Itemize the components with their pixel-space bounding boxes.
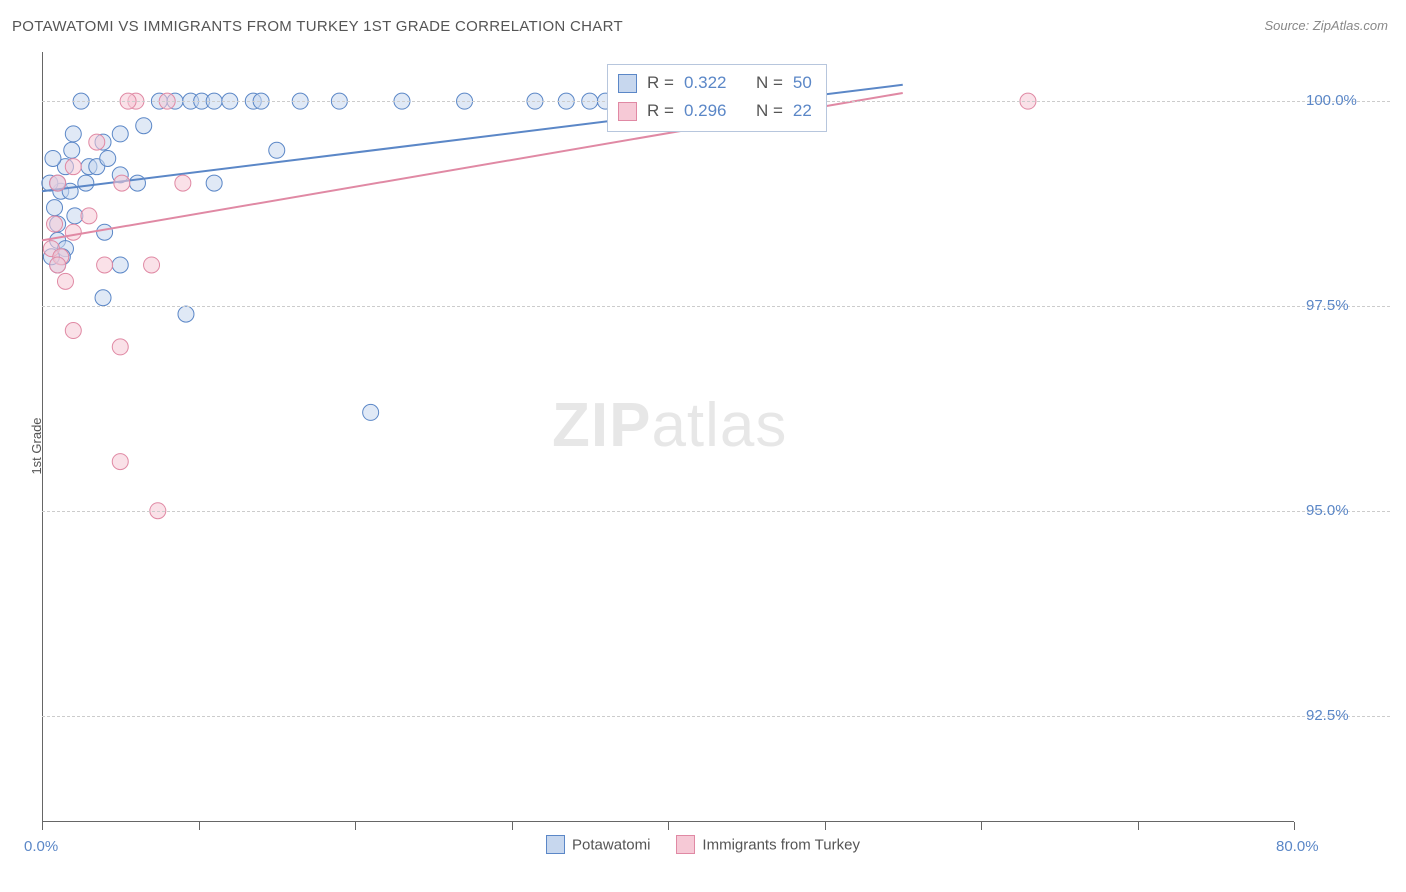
data-point [112, 339, 128, 355]
legend-item-potawatomi: Potawatomi [546, 836, 650, 855]
legend-label-potawatomi: Potawatomi [572, 836, 650, 853]
data-point [129, 175, 145, 191]
y-tick-label: 92.5% [1306, 707, 1349, 724]
y-tick-label: 97.5% [1306, 297, 1349, 314]
correlation-stats-box: R = 0.322 N = 50R = 0.296 N = 22 [607, 64, 827, 132]
chart-container: POTAWATOMI VS IMMIGRANTS FROM TURKEY 1ST… [0, 0, 1406, 892]
legend-item-turkey: Immigrants from Turkey [676, 836, 860, 855]
data-point [100, 150, 116, 166]
legend-label-turkey: Immigrants from Turkey [702, 836, 860, 853]
data-point [178, 306, 194, 322]
data-point [97, 257, 113, 273]
data-point [65, 224, 81, 240]
y-tick-label: 95.0% [1306, 502, 1349, 519]
stat-r-value: 0.322 [684, 69, 727, 97]
watermark: ZIPatlas [552, 390, 787, 461]
stat-n-value: 50 [793, 69, 812, 97]
stat-n-label: N = [756, 69, 783, 97]
data-point [97, 224, 113, 240]
data-point [89, 134, 105, 150]
data-point [64, 142, 80, 158]
stat-swatch [618, 102, 637, 121]
source-prefix: Source: [1264, 18, 1312, 33]
data-point [47, 216, 63, 232]
data-point [45, 150, 61, 166]
legend: Potawatomi Immigrants from Turkey [0, 836, 1406, 855]
source-link[interactable]: ZipAtlas.com [1313, 18, 1388, 33]
data-point [65, 159, 81, 175]
data-point [95, 290, 111, 306]
data-point [112, 257, 128, 273]
stat-r-value: 0.296 [684, 97, 727, 125]
data-point [269, 142, 285, 158]
stat-n-value: 22 [793, 97, 812, 125]
stat-r-label: R = [647, 69, 674, 97]
data-point [78, 175, 94, 191]
source-attribution: Source: ZipAtlas.com [1264, 18, 1388, 33]
data-point [81, 208, 97, 224]
data-point [363, 404, 379, 420]
watermark-light: atlas [651, 391, 787, 460]
stat-row: R = 0.322 N = 50 [618, 69, 812, 97]
data-point [175, 175, 191, 191]
y-tick-label: 100.0% [1306, 92, 1357, 109]
legend-swatch-potawatomi [546, 835, 565, 854]
data-point [206, 175, 222, 191]
watermark-bold: ZIP [552, 391, 651, 460]
data-point [65, 323, 81, 339]
data-point [57, 273, 73, 289]
data-point [144, 257, 160, 273]
legend-swatch-turkey [676, 835, 695, 854]
stat-row: R = 0.296 N = 22 [618, 97, 812, 125]
data-point [50, 257, 66, 273]
data-point [50, 175, 66, 191]
stat-r-label: R = [647, 97, 674, 125]
chart-title: POTAWATOMI VS IMMIGRANTS FROM TURKEY 1ST… [12, 18, 623, 35]
data-point [47, 200, 63, 216]
data-point [112, 454, 128, 470]
data-point [114, 175, 130, 191]
stat-swatch [618, 74, 637, 93]
stat-n-label: N = [756, 97, 783, 125]
data-point [136, 118, 152, 134]
data-point [65, 126, 81, 142]
data-point [112, 126, 128, 142]
